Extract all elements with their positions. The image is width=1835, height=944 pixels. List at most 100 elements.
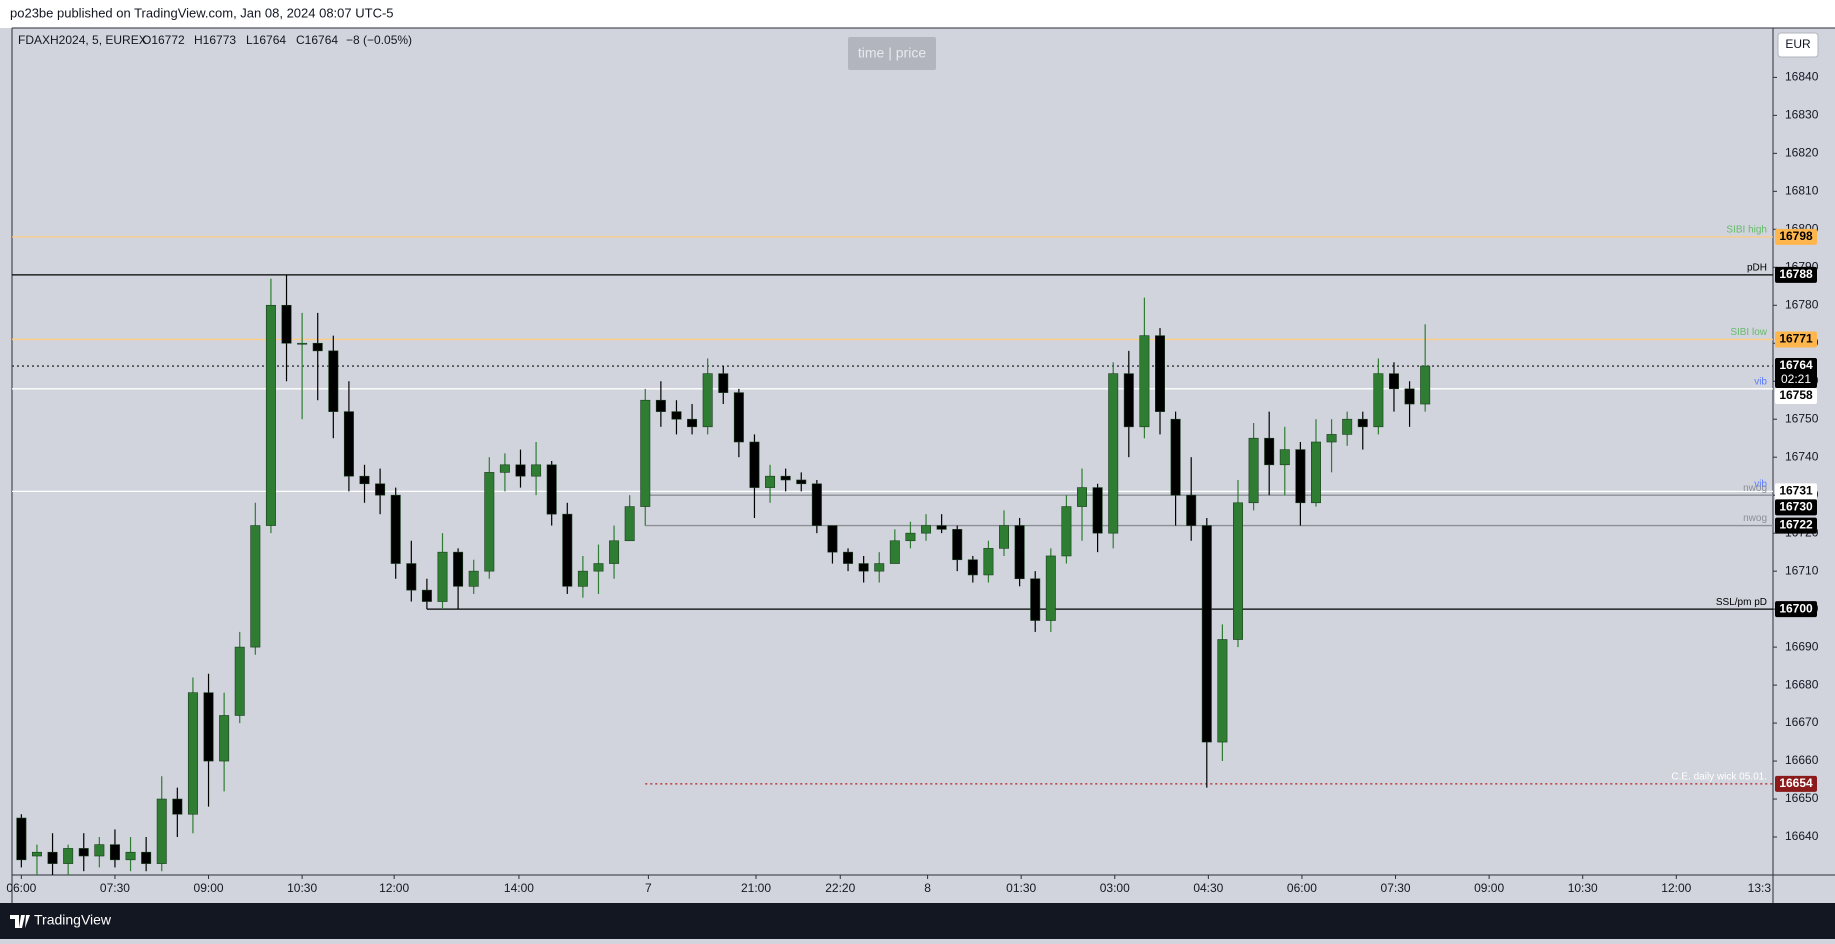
x-tick-label: 09:00	[1474, 881, 1504, 895]
price-tag-label: 16730	[1779, 500, 1813, 514]
candle-body	[749, 441, 760, 488]
candle-body	[1123, 373, 1134, 428]
candle-body	[531, 464, 542, 477]
candle-body	[63, 848, 74, 864]
candle-body	[125, 851, 136, 861]
level-label: nwog	[1743, 483, 1767, 494]
price-tag-label: 16700	[1779, 601, 1813, 615]
x-tick-label: 12:00	[379, 881, 409, 895]
x-tick-label: 21:00	[741, 881, 771, 895]
price-tag-label: 16758	[1779, 388, 1813, 402]
level-label: vib	[1754, 479, 1767, 490]
candle-body	[468, 570, 479, 587]
price-tag	[1775, 601, 1817, 618]
candle-body	[687, 418, 698, 428]
candle-body	[1295, 449, 1306, 504]
candle-body	[967, 559, 978, 576]
candle-body	[655, 399, 666, 412]
footer	[0, 903, 1835, 939]
candle-body	[874, 563, 885, 572]
countdown: 02:21	[1781, 372, 1811, 386]
candle-body	[375, 483, 386, 496]
candle-body	[546, 464, 557, 515]
candle-body	[1030, 578, 1041, 621]
candle-body	[1186, 494, 1197, 526]
price-tag-label: 16771	[1779, 332, 1813, 346]
price-tag	[1775, 499, 1817, 516]
currency-button[interactable]	[1777, 32, 1819, 58]
candle-body	[1233, 502, 1243, 640]
candle-body	[1404, 388, 1415, 405]
candle-body	[203, 692, 214, 762]
candle-body	[702, 373, 713, 428]
logo	[10, 915, 30, 928]
candle-body	[765, 475, 776, 488]
level-label: SSL/pm pD	[1716, 597, 1767, 608]
high: H16773	[194, 33, 236, 47]
candle-body	[1357, 418, 1368, 428]
candle-body	[796, 479, 807, 485]
price-tag	[1775, 483, 1817, 500]
candle-body	[640, 399, 651, 507]
top-bar	[0, 0, 1835, 28]
change: −8 (−0.05%)	[346, 33, 412, 47]
candle-body	[1342, 418, 1353, 435]
price-tag-label: 16764	[1779, 358, 1813, 372]
candle-body	[889, 540, 900, 564]
candle-body	[936, 525, 947, 530]
candle-body	[1014, 525, 1025, 580]
y-tick-label: 16640	[1785, 829, 1819, 843]
y-tick-label: 16820	[1785, 146, 1819, 160]
level-label: C.E. daily wick 05.01.	[1671, 771, 1767, 782]
currency[interactable]: EUR	[1785, 37, 1811, 51]
candle-body	[1217, 639, 1228, 743]
price-tag-label: 16731	[1779, 484, 1813, 498]
candle-body	[983, 548, 994, 576]
candle-body	[1061, 506, 1072, 557]
candle-body	[921, 525, 932, 534]
candle-body	[31, 851, 42, 857]
candle-body	[453, 551, 464, 587]
x-tick-label: 09:00	[194, 881, 224, 895]
close: C16764	[296, 33, 338, 47]
price-tag	[1775, 775, 1817, 792]
candle-body	[952, 529, 963, 561]
candle-body	[172, 798, 183, 815]
candle-body	[1248, 437, 1259, 504]
candle-body	[1201, 525, 1212, 743]
candle-body	[562, 513, 573, 587]
candle-body	[250, 525, 261, 648]
symbol: FDAXH2024, 5, EUREX	[18, 33, 147, 47]
x-tick-label: 10:30	[1568, 881, 1598, 895]
time-price-label[interactable]: time | price	[858, 45, 926, 61]
candle-body	[1045, 555, 1056, 621]
x-tick-label: 06:00	[1287, 881, 1317, 895]
time-price-button[interactable]	[848, 37, 936, 70]
x-tick-label: 14:00	[504, 881, 534, 895]
candle-body	[811, 483, 822, 526]
candle-body	[1092, 487, 1103, 534]
candle-body	[406, 563, 417, 591]
x-tick-label: 22:20	[825, 881, 855, 895]
candle-body	[94, 844, 105, 857]
price-tag-label: 16654	[1779, 776, 1813, 790]
candle-body	[281, 304, 292, 344]
publisher: po23be published on TradingView.com, Jan…	[10, 5, 394, 20]
open: O16772	[142, 33, 185, 47]
x-tick-label: 01:30	[1006, 881, 1036, 895]
price-tag-label: 16798	[1779, 229, 1813, 243]
y-tick-label: 16830	[1785, 108, 1819, 122]
brand: TradingView	[34, 912, 112, 928]
candle-body	[1311, 441, 1321, 504]
chart-background	[0, 28, 1835, 903]
candle-body	[1326, 434, 1337, 443]
level-label: nwog	[1743, 513, 1767, 524]
candle-body	[593, 563, 604, 572]
candle-body	[718, 373, 729, 393]
candle-body	[109, 844, 120, 861]
y-tick-label: 16740	[1785, 449, 1819, 463]
candle-body	[234, 646, 245, 716]
price-tag-label: 16722	[1779, 518, 1813, 532]
y-tick-label: 16810	[1785, 183, 1819, 197]
